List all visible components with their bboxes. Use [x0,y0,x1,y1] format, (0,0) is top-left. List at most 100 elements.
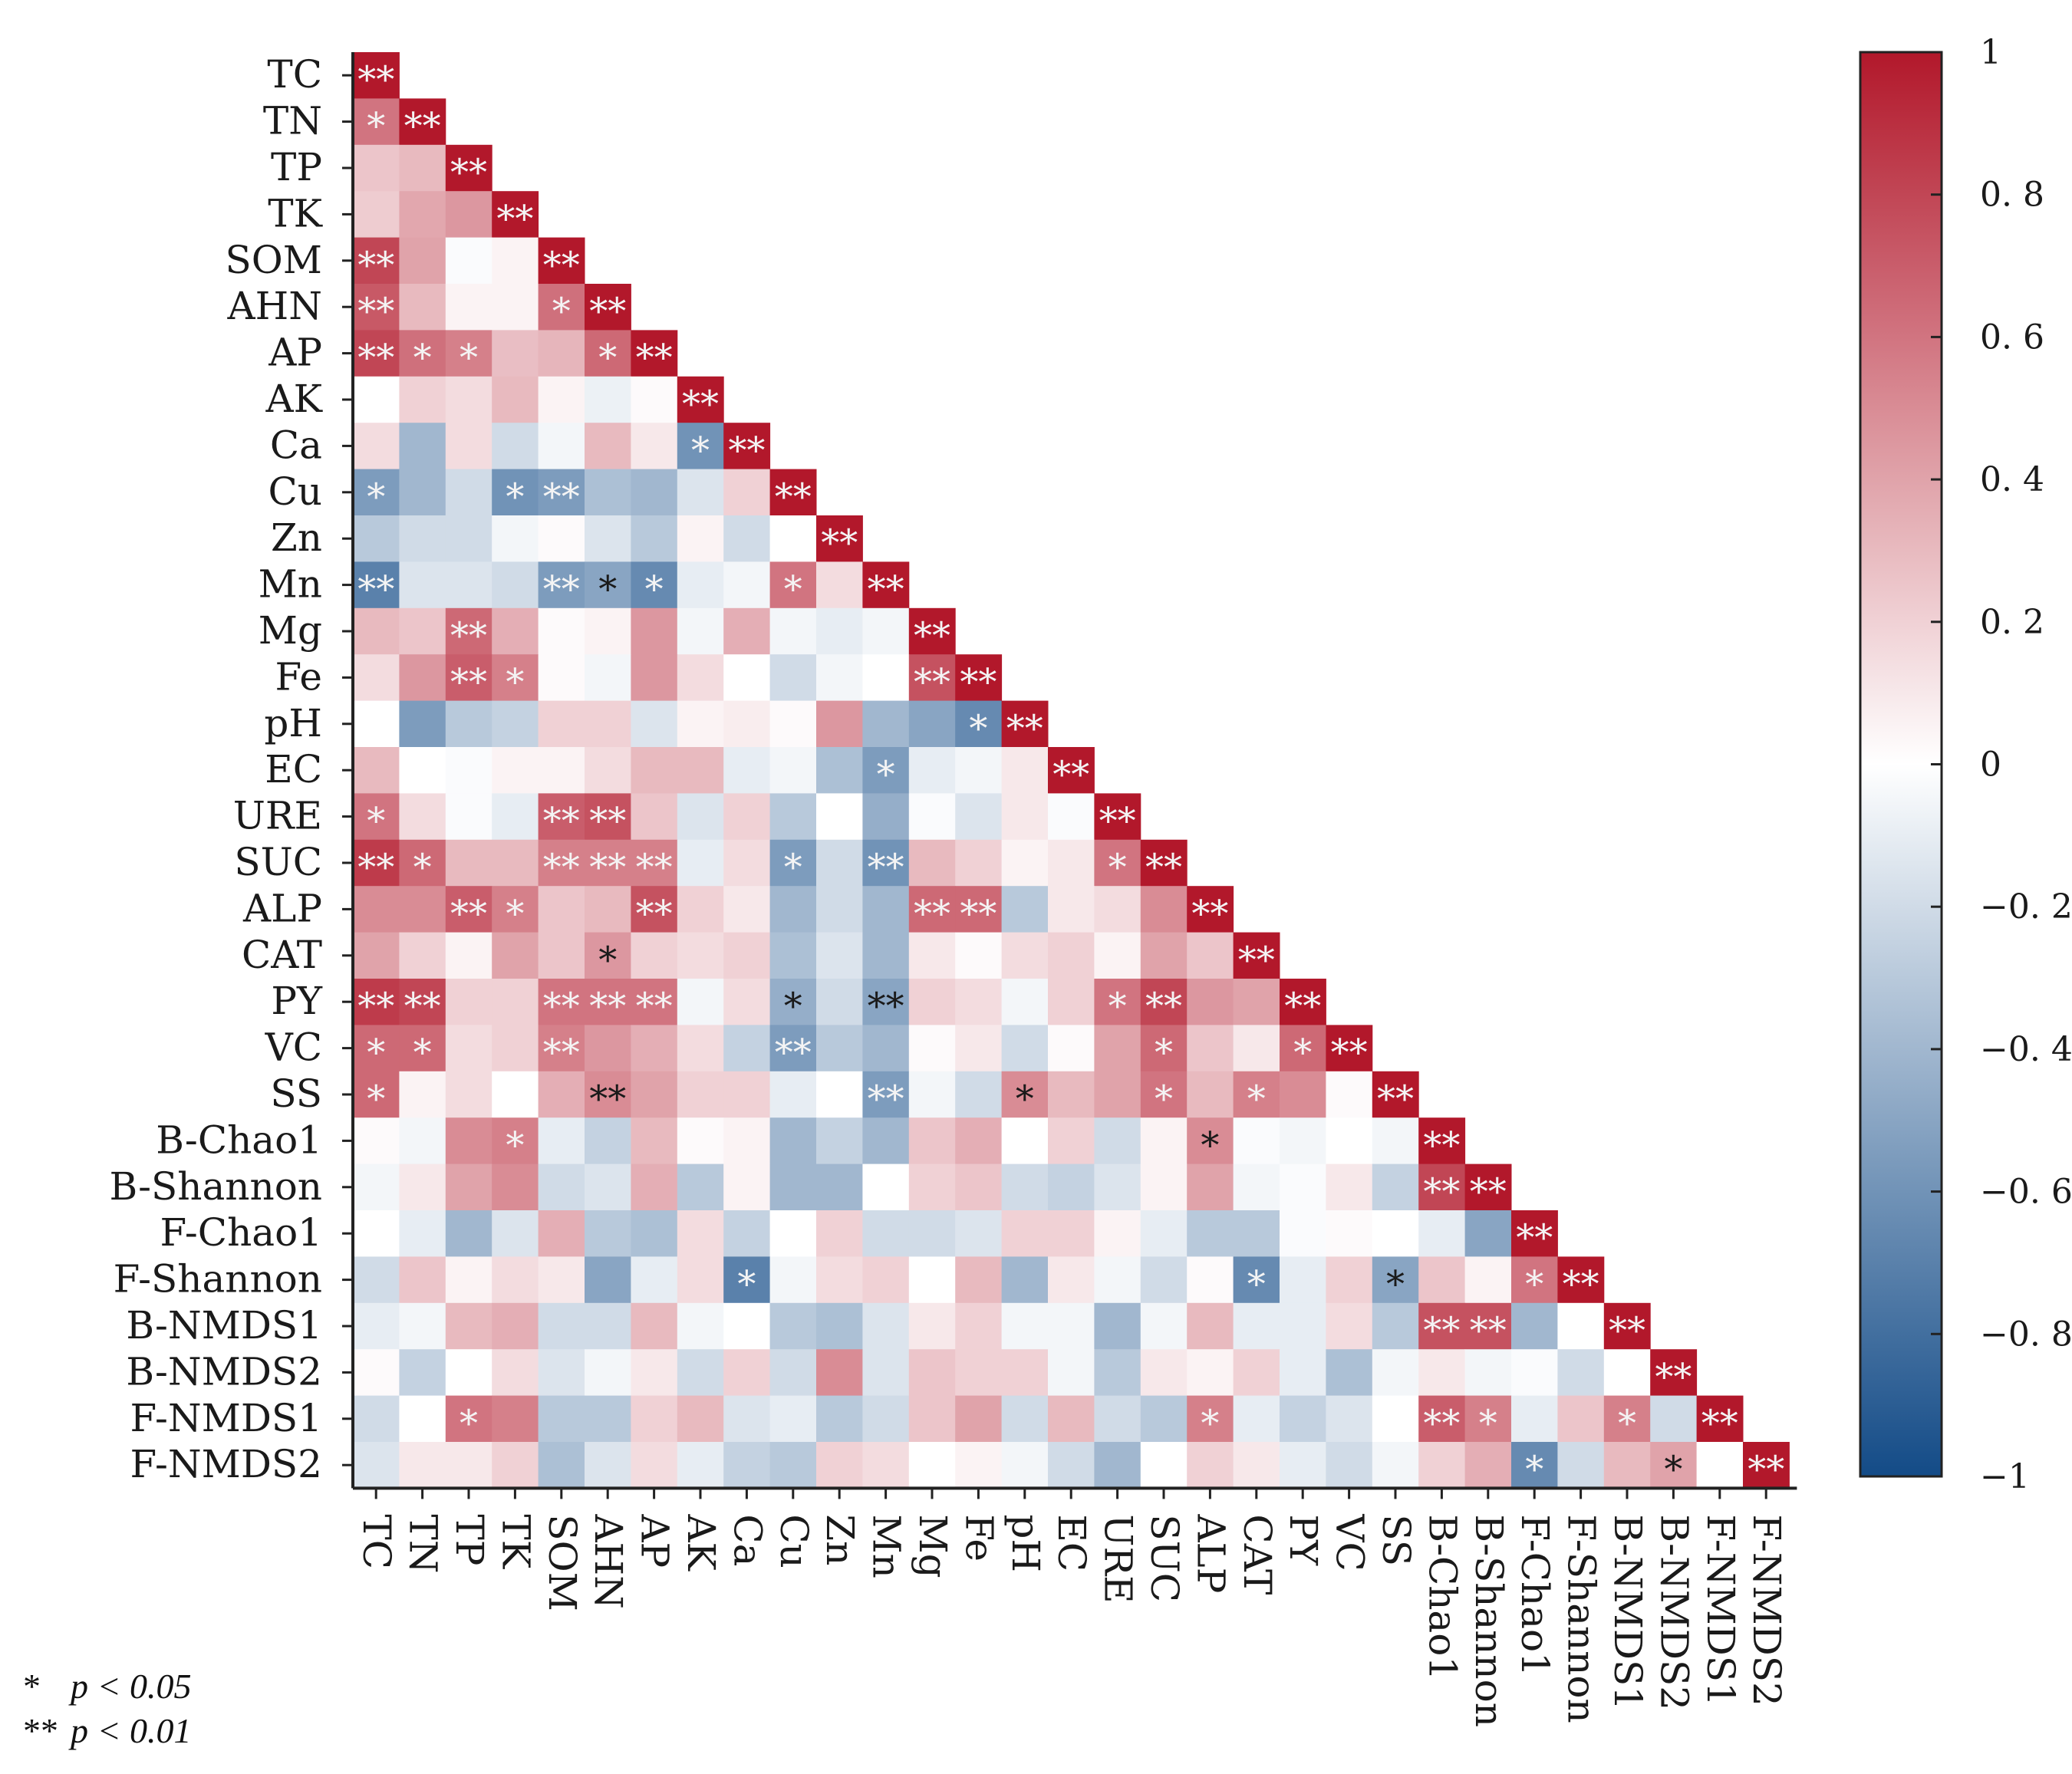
sig-ec-ec: ** [1052,753,1089,796]
cell-cat-ph [1001,932,1049,979]
cell-py-alp [1187,979,1234,1025]
cell-py-tp [445,979,492,1025]
sig-ss-ph: * [1016,1078,1034,1121]
cell-zn-tc [353,515,400,562]
cell-f-nmds2-f-nmds2 [1743,1442,1790,1489]
cell-mg-ca [723,607,771,655]
cell-b-nmds1-b-nmds1 [1603,1302,1651,1350]
sig-cu-som: ** [543,476,580,518]
cell-ph-ahn [585,700,631,748]
cell-ure-fe [955,793,1003,841]
cell-ss-vc [1326,1071,1373,1118]
cell-ak-som [538,376,585,423]
cell-alp-tn [399,886,446,933]
cell-cat-ure [1094,932,1141,979]
cell-ec-som [538,747,585,794]
cell-ph-tc [353,700,400,748]
cell-alp-tp [445,886,492,933]
cell-f-shannon-ss [1372,1256,1419,1304]
cell-f-shannon-py [1280,1256,1326,1304]
cell-f-nmds1-ec [1048,1395,1095,1443]
cell-f-chao1-ahn [585,1210,631,1257]
sig-b-nmds2-b-nmds2: ** [1655,1355,1692,1398]
sig-suc-suc: ** [1145,846,1182,889]
cell-ph-som [538,700,585,748]
cell-alp-tk [492,886,539,933]
cell-f-nmds1-b-chao1 [1418,1395,1466,1443]
cell-b-chao1-fe [955,1117,1003,1165]
cell-f-nmds2-ss [1372,1442,1419,1489]
cell-alp-mn [862,886,910,933]
row-label-f-shannon: F-Shannon [114,1257,322,1302]
cell-b-nmds2-vc [1326,1349,1373,1397]
cell-f-nmds1-b-shannon [1464,1395,1512,1443]
cell-f-nmds1-ss [1372,1395,1419,1443]
legend-p01-symbol: ** [23,1711,58,1750]
cell-vc-ahn [585,1025,631,1072]
cell-mn-tc [353,561,400,609]
sig-f-nmds1-f-nmds1: ** [1701,1402,1738,1445]
cell-ec-mn [862,747,910,794]
cell-ap-tn [399,330,446,377]
cell-tc-tc [353,52,400,99]
cell-b-shannon-tk [492,1163,539,1211]
cell-alp-fe [955,886,1003,933]
cell-fe-cu [769,654,817,702]
cell-vc-mg [908,1025,956,1072]
cell-b-shannon-b-shannon [1464,1163,1512,1211]
cell-suc-mn [862,839,910,887]
cell-ap-tp [445,330,492,377]
colorbar-tick-label: 0. 6 [1980,318,2044,357]
sig-suc-som: ** [543,846,580,889]
col-label-b-shannon: B-Shannon [1467,1514,1511,1727]
cell-alp-ap [631,886,678,933]
col-label-mg: Mg [911,1514,955,1578]
cell-b-nmds1-fe [955,1302,1003,1350]
cell-b-nmds1-alp [1187,1302,1234,1350]
cell-b-shannon-tp [445,1163,492,1211]
row-label-tk: TK [268,191,323,235]
row-label-f-nmds1: F-NMDS1 [130,1396,322,1440]
cell-b-shannon-som [538,1163,585,1211]
sig-ca-ak: * [691,429,710,472]
col-label-ph: pH [1003,1514,1048,1572]
cell-vc-py [1280,1025,1326,1072]
cell-b-nmds1-ap [631,1302,678,1350]
cell-vc-mn [862,1025,910,1072]
cell-ec-fe [955,747,1003,794]
cell-py-zn [816,979,863,1025]
cell-f-chao1-ec [1048,1210,1095,1257]
cell-f-nmds2-fe [955,1442,1003,1489]
sig-f-nmds1-b-chao1: ** [1423,1402,1460,1445]
col-label-ahn: AHN [586,1513,631,1608]
cell-cat-fe [955,932,1003,979]
sig-ss-tc: * [367,1078,385,1121]
row-label-som: SOM [226,238,322,282]
cell-b-nmds2-ec [1048,1349,1095,1397]
col-label-som: SOM [540,1514,585,1611]
col-label-mn: Mn [865,1514,909,1578]
cell-ure-cu [769,793,817,841]
cell-cat-alp [1187,932,1234,979]
sig-ss-ss: ** [1377,1078,1414,1121]
sig-suc-cu: * [784,846,802,889]
cell-ss-ec [1048,1071,1095,1118]
cell-mg-tk [492,607,539,655]
cell-ss-tc [353,1071,400,1118]
cell-b-nmds2-som [538,1349,585,1397]
cell-b-chao1-ca [723,1117,771,1165]
cell-f-shannon-ph [1001,1256,1049,1304]
cell-f-nmds1-ahn [585,1395,631,1443]
sig-mg-tp: ** [450,614,487,657]
colorbar-gradient [1859,51,1943,1478]
cell-f-nmds1-tc [353,1395,400,1443]
cell-mn-zn [816,561,863,609]
cell-f-nmds2-vc [1326,1442,1373,1489]
cell-f-nmds2-tk [492,1442,539,1489]
cell-b-chao1-mn [862,1117,910,1165]
sig-ahn-som: * [552,290,571,333]
cell-f-chao1-zn [816,1210,863,1257]
cell-f-shannon-cu [769,1256,817,1304]
cell-b-nmds2-cat [1233,1349,1280,1397]
cell-b-chao1-ahn [585,1117,631,1165]
